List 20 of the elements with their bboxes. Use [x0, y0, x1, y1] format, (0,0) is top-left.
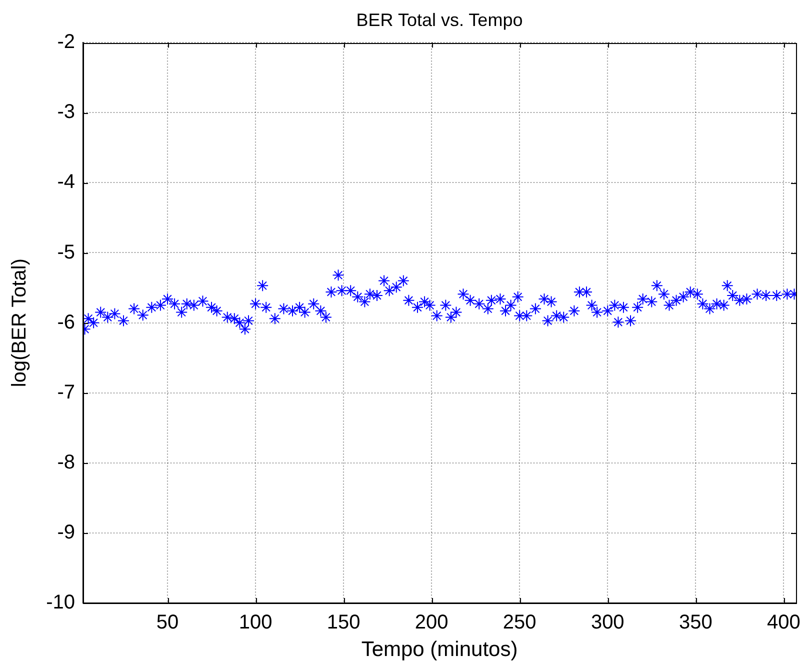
x-tick-label: 150 — [326, 612, 360, 634]
x-tick-label: 400 — [766, 612, 800, 634]
y-axis-title: log(BER Total) — [8, 258, 31, 388]
x-tick-label: 250 — [502, 612, 536, 634]
x-tick-label: 100 — [238, 612, 272, 634]
y-tick-label: -8 — [57, 451, 75, 474]
x-tick-label: 200 — [414, 612, 448, 634]
x-tick-label: 350 — [678, 612, 712, 634]
y-tick-label: -2 — [57, 31, 75, 54]
y-tick-label: -3 — [57, 101, 75, 124]
y-tick-label: -7 — [57, 381, 75, 404]
y-tick-label: -10 — [46, 592, 75, 614]
y-tick-label: -6 — [57, 311, 75, 334]
y-tick-label: -9 — [57, 521, 75, 544]
y-tick-label: -5 — [57, 241, 75, 264]
x-tick-label: 300 — [590, 612, 624, 634]
y-tick-label: -4 — [57, 171, 75, 194]
chart-title: BER Total vs. Tempo — [356, 10, 523, 30]
x-axis-title: Tempo (minutos) — [361, 638, 518, 662]
x-tick-label: 50 — [156, 612, 179, 634]
